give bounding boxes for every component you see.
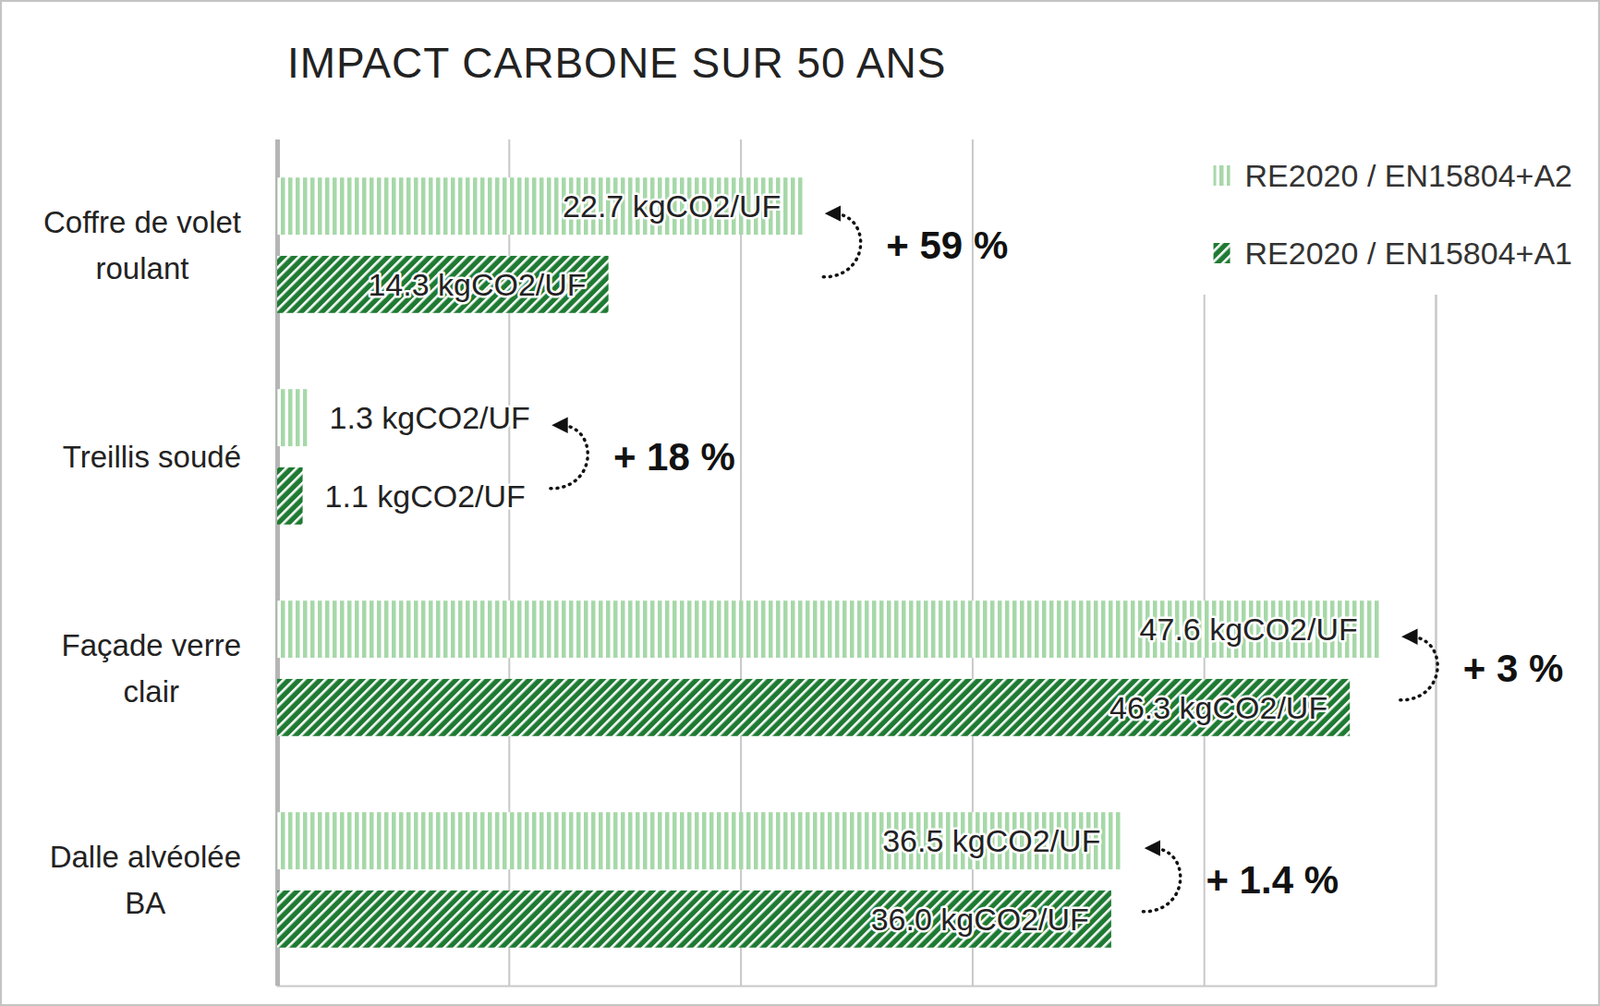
data-label: 36.0 kgCO2/UF — [871, 901, 1090, 937]
category-label: Treillis soudé — [62, 439, 242, 474]
bar — [277, 388, 308, 447]
legend-key — [1213, 242, 1231, 264]
legend: RE2020 / EN15804+A2 RE2020 / EN15804+A1 — [1199, 135, 1591, 295]
bar — [277, 177, 803, 235]
data-label: 14.3 kgCO2/UF — [367, 266, 586, 303]
chart-container: IMPACT CARBONE SUR 50 ANS RE2020 / EN1580… — [0, 0, 1600, 1006]
bar — [277, 812, 1123, 870]
bar — [277, 890, 1112, 948]
annotation: + 1.4 % — [1205, 858, 1339, 902]
frame — [0, 0, 1600, 1006]
legend-key — [1213, 165, 1231, 186]
legend-label: RE2020 / EN15804+A1 — [1245, 235, 1573, 271]
data-label: 1.3 kgCO2/UF — [329, 400, 531, 436]
data-label: 47.6 kgCO2/UF — [1139, 611, 1358, 647]
annotations: + 59 % + 18 % + 3 % + 1.4 % — [550, 213, 1564, 912]
category-label-line: roulant — [96, 251, 190, 286]
legend-label: RE2020 / EN15804+A2 — [1245, 157, 1573, 194]
data-label: 46.3 kgCO2/UF — [1109, 690, 1328, 726]
data-label: 36.5 kgCO2/UF — [882, 823, 1101, 859]
annotation-arrow — [823, 213, 861, 278]
category-label-line: Treillis soudé — [62, 439, 242, 474]
annotation-arrow — [1400, 636, 1438, 701]
data-label: 22.7 kgCO2/UF — [562, 188, 781, 224]
category-label: Coffre de volet roulant — [43, 205, 242, 286]
bar — [277, 678, 1350, 737]
category-label-line: Dalle alvéolée — [49, 839, 242, 874]
annotation: + 3 % — [1463, 646, 1564, 691]
category-label-line: BA — [124, 885, 166, 921]
annotation-arrow — [550, 424, 588, 489]
bars — [277, 177, 1381, 948]
y-axis-labels: Coffre de volet roulant Treillis soudé Faça… — [43, 205, 242, 921]
category-label-line: Façade verre — [61, 628, 242, 663]
annotation: + 59 % — [885, 223, 1008, 267]
annotation: + 18 % — [613, 435, 736, 479]
bar — [277, 467, 304, 525]
legend-background — [1199, 135, 1591, 295]
data-label: 1.1 kgCO2/UF — [325, 478, 526, 514]
bar — [277, 600, 1381, 658]
category-label: Dalle alvéolée BA — [49, 839, 242, 921]
chart-svg: IMPACT CARBONE SUR 50 ANS RE2020 / EN1580… — [0, 0, 1600, 1006]
annotation-arrow — [1142, 848, 1180, 912]
category-label-line: clair — [123, 674, 181, 709]
chart-title: IMPACT CARBONE SUR 50 ANS — [287, 38, 946, 87]
category-label: Façade verre clair — [61, 628, 242, 709]
bar — [277, 255, 609, 314]
data-labels: 22.7 kgCO2/UF 1.3 kgCO2/UF 47.6 kgCO2/UF 36… — [325, 188, 1358, 937]
category-label-line: Coffre de volet — [43, 205, 242, 240]
